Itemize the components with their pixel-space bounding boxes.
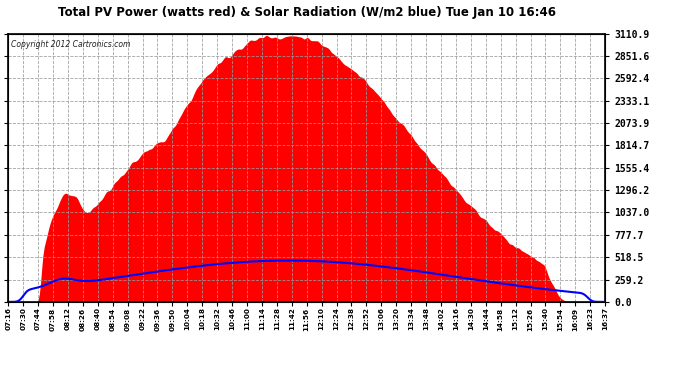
Text: Total PV Power (watts red) & Solar Radiation (W/m2 blue) Tue Jan 10 16:46: Total PV Power (watts red) & Solar Radia… [58,6,556,19]
Text: Copyright 2012 Cartronics.com: Copyright 2012 Cartronics.com [11,40,130,50]
